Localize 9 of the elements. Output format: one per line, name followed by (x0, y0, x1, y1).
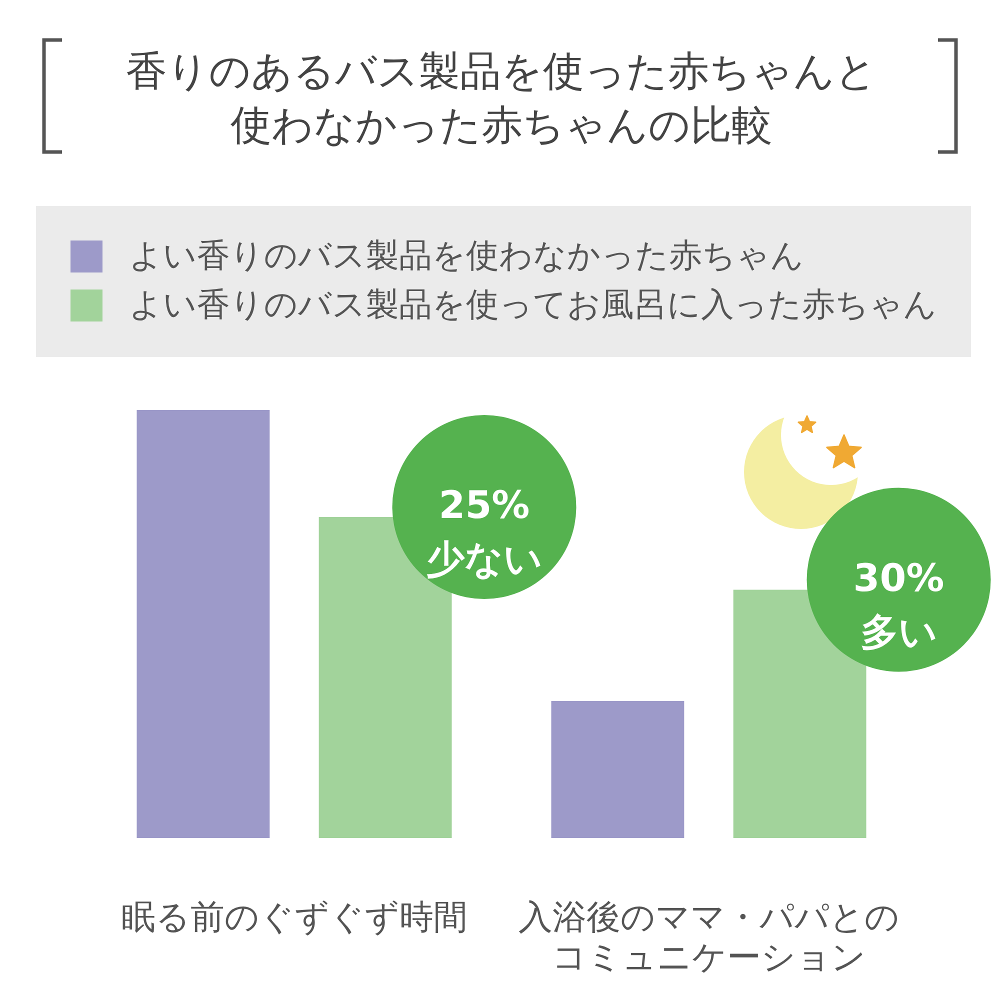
x-tick-label: 入浴後のママ・パパとのコミュニケーション (518, 898, 900, 978)
annotation: 30% 多い (853, 556, 944, 654)
annotation: 25% 少ない (426, 483, 542, 581)
legend-label: よい香りのバス製品を使わなかった赤ちゃん (129, 236, 804, 274)
x-tick-label: 眠る前のぐずぐず時間 (121, 898, 468, 938)
legend-label: よい香りのバス製品を使ってお風呂に入った赤ちゃん (129, 284, 937, 324)
bar (551, 701, 684, 838)
chart-title: 香りのあるバス製品を使った赤ちゃんと使わなかった赤ちゃんの比較 (126, 47, 877, 149)
bar (136, 410, 270, 838)
